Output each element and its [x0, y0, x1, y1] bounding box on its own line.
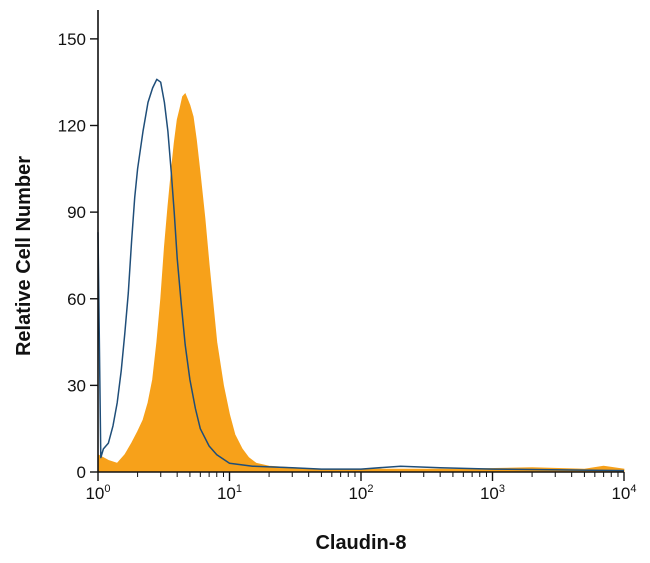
x-axis-ticks: 100 101 102 103 104 [85, 472, 637, 503]
series-layer [97, 78, 625, 473]
series-1-outline-histogram [97, 78, 625, 472]
x-tick-label: 103 [480, 483, 505, 503]
y-tick-label: 30 [67, 376, 86, 395]
x-tick-label: 101 [217, 483, 242, 503]
series-0-filled-histogram [97, 92, 625, 473]
y-tick-label: 60 [67, 290, 86, 309]
y-tick-label: 0 [77, 463, 86, 482]
y-axis-title: Relative Cell Number [13, 156, 35, 356]
x-tick-label: 104 [611, 483, 636, 503]
y-tick-label: 90 [67, 203, 86, 222]
y-tick-label: 120 [58, 117, 86, 136]
x-tick-label: 100 [85, 483, 110, 503]
y-axis-ticks: 0 30 60 90 120 150 [58, 30, 98, 482]
plot-area [97, 78, 625, 473]
x-axis-title: Claudin-8 [315, 532, 406, 554]
x-tick-label: 102 [348, 483, 373, 503]
y-tick-label: 150 [58, 30, 86, 49]
